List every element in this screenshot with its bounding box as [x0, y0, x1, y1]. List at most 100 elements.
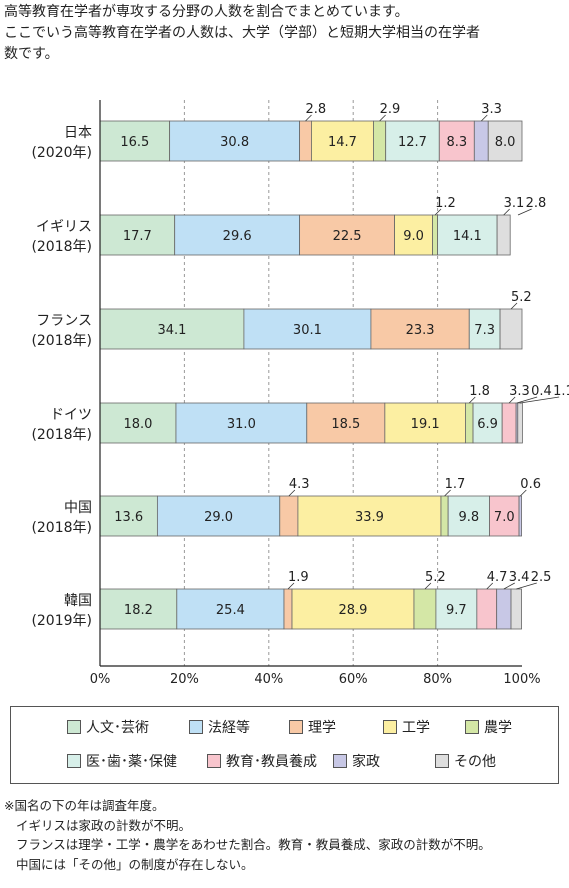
- value-label: 13.6: [114, 510, 143, 525]
- legend-swatch: [67, 720, 81, 734]
- note-3: フランスは理学・工学・農学をあわせた割合。教育・教員養成、家政の計数が不明。: [16, 837, 491, 852]
- legend-swatch: [465, 720, 479, 734]
- value-label: 29.0: [204, 510, 233, 525]
- legend-label: その他: [454, 754, 496, 770]
- bar-segment: [468, 308, 501, 350]
- legend-swatch: [383, 720, 397, 734]
- bar-segment: [435, 588, 478, 630]
- legend-item: 家政: [333, 751, 380, 771]
- value-label: 17.7: [123, 229, 152, 244]
- category-year-label: (2018年): [31, 427, 92, 443]
- legend-item: 人文･芸術: [67, 717, 149, 737]
- category-year-label: (2020年): [31, 145, 92, 161]
- intro-line-1: 高等教育在学者が専攻する分野の人数を割合でまとめています。: [4, 4, 409, 20]
- bar-segment: [169, 120, 301, 162]
- callout-leader: [379, 114, 386, 122]
- legend-swatch: [435, 754, 449, 768]
- callout-leader: [434, 208, 442, 216]
- value-label-callout: 4.3: [289, 477, 310, 492]
- callout-leader: [288, 489, 296, 497]
- callout-leader: [503, 582, 515, 590]
- stacked-bar-chart: 16.5 30.8 14.7 12.7 8.3 8.0 2.8 2.9 3.3 日本 (2020年)…: [31, 100, 569, 687]
- bar-segment: [291, 588, 415, 630]
- callout-leader: [510, 302, 518, 310]
- bar-segment: [518, 495, 522, 537]
- notes: ※国名の下の年は調査年度。 イギリスは家政の計数が不明。 フランスは理学・工学・…: [4, 796, 491, 874]
- callout-leader: [486, 582, 494, 590]
- bar-segment: [465, 402, 474, 444]
- legend-swatch: [333, 754, 347, 768]
- bar-segment: [499, 308, 523, 350]
- category-year-label: (2019年): [31, 613, 92, 629]
- value-label-callout: 5.2: [425, 570, 446, 585]
- value-label: 31.0: [227, 417, 256, 432]
- legend-label: 法経等: [208, 720, 250, 736]
- legend-item: 農学: [465, 717, 512, 737]
- category-year-label: (2018年): [31, 333, 92, 349]
- value-label: 22.5: [333, 229, 362, 244]
- callout-leader: [287, 582, 295, 590]
- callout-leader: [517, 208, 532, 216]
- value-label: 16.5: [120, 135, 149, 150]
- callout-leader: [503, 208, 510, 216]
- x-tick-label: 20%: [170, 672, 199, 687]
- bar-segment: [176, 588, 285, 630]
- callout-leader: [520, 396, 560, 404]
- bar-segment: [487, 120, 523, 162]
- value-label-callout: 2.8: [306, 102, 327, 117]
- bar-segment: [438, 120, 475, 162]
- legend-swatch: [189, 720, 203, 734]
- value-label: 6.9: [477, 417, 498, 432]
- x-tick-label: 100%: [503, 672, 540, 687]
- value-label-callout: 0.6: [520, 477, 541, 492]
- callout-leader: [516, 582, 537, 590]
- category-label: 韓国: [64, 593, 92, 609]
- bar-segment: [306, 402, 386, 444]
- bar-segment: [99, 120, 171, 162]
- note-4: 中国には「その他」の制度が存在しない。: [16, 856, 254, 872]
- value-label-callout: 1.1: [553, 384, 569, 399]
- bar-segment: [496, 588, 512, 630]
- bar-segment: [476, 588, 498, 630]
- bar-segment: [432, 214, 439, 256]
- value-label-callout: 1.2: [435, 196, 456, 211]
- value-label: 18.2: [124, 603, 153, 618]
- value-label: 14.1: [453, 229, 482, 244]
- legend-swatch: [289, 720, 303, 734]
- value-label: 30.8: [220, 135, 249, 150]
- bar-segment: [297, 495, 442, 537]
- legend: 人文･芸術 法経等 理学 工学 農学 医･歯･薬･保健 教育･教員養成 家政 その他: [10, 706, 559, 784]
- x-tick-label: 80%: [423, 672, 452, 687]
- bar-segment: [517, 402, 523, 444]
- x-tick-label: 0%: [90, 672, 111, 687]
- callout-leader: [480, 114, 488, 122]
- category-label: イギリス: [36, 219, 92, 235]
- x-tick-label: 40%: [254, 672, 283, 687]
- legend-item: その他: [435, 751, 496, 771]
- value-label: 34.1: [157, 323, 186, 338]
- note-1: ※国名の下の年は調査年度。: [4, 798, 165, 813]
- value-label-callout: 1.9: [288, 570, 309, 585]
- value-label: 9.7: [446, 603, 467, 618]
- value-label-callout: 3.4: [509, 570, 530, 585]
- value-label-callout: 1.8: [469, 384, 490, 399]
- value-label: 9.0: [403, 229, 424, 244]
- bar-segment: [472, 402, 503, 444]
- callout-leader: [508, 396, 516, 404]
- bar-segment: [473, 120, 489, 162]
- legend-item: 工学: [383, 717, 430, 737]
- callout-leader: [468, 396, 476, 404]
- value-label: 8.3: [446, 135, 467, 150]
- bar-segment: [510, 588, 522, 630]
- value-label: 7.3: [474, 323, 495, 338]
- callout-leader: [520, 489, 527, 497]
- legend-label: 農学: [484, 720, 512, 736]
- bar-segment: [175, 402, 308, 444]
- bar-segment: [283, 588, 293, 630]
- value-label: 18.5: [331, 417, 360, 432]
- legend-swatch: [207, 754, 221, 768]
- legend-item: 教育･教員養成: [207, 751, 317, 771]
- callout-leader: [305, 114, 312, 122]
- legend-label: 教育･教員養成: [226, 754, 317, 770]
- note-2: イギリスは家政の計数が不明。: [16, 817, 192, 833]
